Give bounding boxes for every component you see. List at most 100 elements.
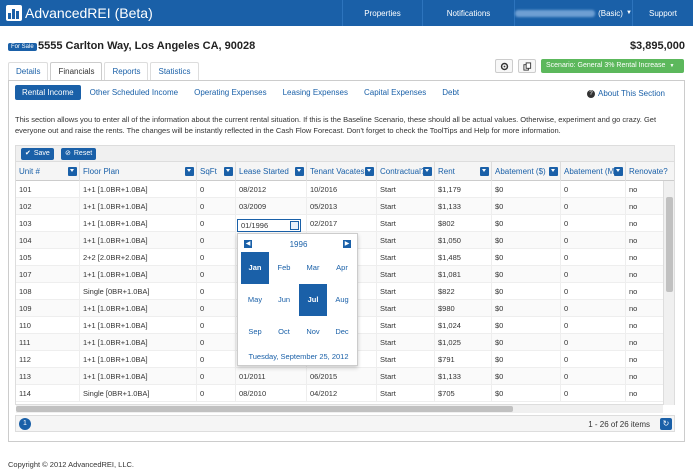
col-header-abatement-dollars[interactable]: Abatement ($) — [492, 162, 561, 181]
month-sep[interactable]: Sep — [248, 327, 262, 336]
cell-abatement-months[interactable]: 0 — [561, 283, 626, 300]
filter-icon[interactable] — [224, 167, 233, 176]
cell-tenant-vacates[interactable] — [307, 266, 377, 283]
page-1-button[interactable]: 1 — [19, 418, 31, 430]
cell-abatement-dollars[interactable]: $0 — [492, 351, 561, 368]
scroll-thumb[interactable] — [16, 406, 513, 412]
cell-tenant-vacates[interactable] — [307, 283, 377, 300]
cell-rent[interactable]: $802 — [435, 215, 492, 232]
cell-sqft[interactable]: 0 — [197, 300, 236, 317]
cell-lease-started[interactable]: 03/2009 — [236, 198, 307, 215]
calendar-year[interactable]: 1996 — [289, 240, 308, 249]
filter-icon[interactable] — [68, 167, 77, 176]
cell-floor-plan[interactable]: 1+1 [1.0BR+1.0BA] — [80, 198, 197, 215]
cell-tenant-vacates[interactable]: 04/2012 — [307, 385, 377, 402]
prev-year-arrow-icon[interactable]: ◀ — [244, 240, 252, 248]
cell-contractual[interactable]: Start — [377, 300, 435, 317]
cell-rent[interactable]: $1,133 — [435, 368, 492, 385]
subnav-leasing-expenses[interactable]: Leasing Expenses — [282, 88, 348, 97]
tab-reports[interactable]: Reports — [104, 62, 149, 80]
cell-renovate[interactable]: no — [626, 334, 664, 351]
cell-unit[interactable]: 108 — [16, 283, 80, 300]
table-row[interactable]: 101 1+1 [1.0BR+1.0BA] 0 08/2012 10/2016 Start… — [16, 181, 664, 198]
month-nov[interactable]: Nov — [306, 327, 320, 336]
cell-floor-plan[interactable]: Single [0BR+1.0BA] — [80, 385, 197, 402]
scenario-dropdown[interactable]: Scenario: General 3% Rental Increase ▼ — [541, 59, 684, 73]
cell-rent[interactable]: $1,024 — [435, 317, 492, 334]
calendar-today-link[interactable]: Tuesday, September 25, 2012 — [248, 352, 349, 361]
cell-unit[interactable]: 101 — [16, 181, 80, 198]
cell-abatement-months[interactable]: 0 — [561, 317, 626, 334]
cell-contractual[interactable]: Start — [377, 181, 435, 198]
tab-details[interactable]: Details — [8, 62, 49, 80]
cell-rent[interactable]: $1,133 — [435, 198, 492, 215]
cell-tenant-vacates[interactable] — [307, 334, 377, 351]
cell-abatement-dollars[interactable]: $0 — [492, 385, 561, 402]
cell-unit[interactable]: 105 — [16, 249, 80, 266]
month-jun[interactable]: Jun — [277, 295, 291, 304]
col-header-tenant-vacates[interactable]: Tenant Vacates — [307, 162, 377, 181]
cell-abatement-months[interactable]: 0 — [561, 368, 626, 385]
cell-contractual[interactable]: Start — [377, 351, 435, 368]
cell-sqft[interactable]: 0 — [197, 181, 236, 198]
col-header-contractual[interactable]: Contractual? — [377, 162, 435, 181]
cell-unit[interactable]: 110 — [16, 317, 80, 334]
cell-rent[interactable]: $1,050 — [435, 232, 492, 249]
cell-sqft[interactable]: 0 — [197, 317, 236, 334]
cell-abatement-dollars[interactable]: $0 — [492, 300, 561, 317]
month-apr[interactable]: Apr — [336, 263, 348, 272]
cell-floor-plan[interactable]: 1+1 [1.0BR+1.0BA] — [80, 215, 197, 232]
cell-renovate[interactable]: no — [626, 300, 664, 317]
cell-sqft[interactable]: 0 — [197, 351, 236, 368]
next-year-arrow-icon[interactable]: ▶ — [343, 240, 351, 248]
cell-lease-started[interactable]: 08/2012 — [236, 181, 307, 198]
cell-renovate[interactable]: no — [626, 198, 664, 215]
cell-contractual[interactable]: Start — [377, 215, 435, 232]
cell-unit[interactable]: 102 — [16, 198, 80, 215]
cell-tenant-vacates[interactable] — [307, 249, 377, 266]
cell-abatement-dollars[interactable]: $0 — [492, 317, 561, 334]
cell-tenant-vacates[interactable]: 06/2015 — [307, 368, 377, 385]
cell-unit[interactable]: 114 — [16, 385, 80, 402]
cell-unit[interactable]: 103 — [16, 215, 80, 232]
reset-button[interactable]: ⊘ Reset — [61, 148, 97, 160]
month-jan[interactable]: Jan — [241, 252, 269, 284]
cell-lease-started[interactable]: 08/2010 — [236, 385, 307, 402]
filter-icon[interactable] — [295, 167, 304, 176]
cell-rent[interactable]: $705 — [435, 385, 492, 402]
settings-button[interactable] — [495, 59, 513, 73]
cell-tenant-vacates[interactable]: 05/2013 — [307, 198, 377, 215]
cell-renovate[interactable]: no — [626, 181, 664, 198]
cell-abatement-dollars[interactable]: $0 — [492, 215, 561, 232]
cell-rent[interactable]: $1,025 — [435, 334, 492, 351]
month-may[interactable]: May — [247, 295, 263, 304]
cell-renovate[interactable]: no — [626, 266, 664, 283]
cell-rent[interactable]: $822 — [435, 283, 492, 300]
save-button[interactable]: ✔ Save — [21, 148, 54, 160]
cell-sqft[interactable]: 0 — [197, 283, 236, 300]
cell-unit[interactable]: 113 — [16, 368, 80, 385]
cell-abatement-months[interactable]: 0 — [561, 266, 626, 283]
filter-icon[interactable] — [185, 167, 194, 176]
subnav-operating-expenses[interactable]: Operating Expenses — [194, 88, 267, 97]
cell-sqft[interactable]: 0 — [197, 232, 236, 249]
cell-lease-started[interactable] — [236, 215, 307, 232]
month-aug[interactable]: Aug — [335, 295, 349, 304]
cell-sqft[interactable]: 0 — [197, 249, 236, 266]
table-row[interactable]: 113 1+1 [1.0BR+1.0BA] 0 01/2011 06/2015 Start… — [16, 368, 664, 385]
cell-lease-started[interactable]: 01/2011 — [236, 368, 307, 385]
calendar-icon[interactable] — [290, 221, 299, 230]
col-header-sqft[interactable]: SqFt — [197, 162, 236, 181]
refresh-icon[interactable]: ↻ — [660, 418, 672, 430]
cell-abatement-dollars[interactable]: $0 — [492, 249, 561, 266]
nav-properties[interactable]: Properties — [342, 0, 422, 26]
cell-contractual[interactable]: Start — [377, 266, 435, 283]
filter-icon[interactable] — [365, 167, 374, 176]
month-feb[interactable]: Feb — [277, 263, 291, 272]
cell-sqft[interactable]: 0 — [197, 334, 236, 351]
filter-icon[interactable] — [549, 167, 558, 176]
col-header-unit[interactable]: Unit # — [16, 162, 80, 181]
cell-unit[interactable]: 112 — [16, 351, 80, 368]
cell-rent[interactable]: $1,179 — [435, 181, 492, 198]
cell-floor-plan[interactable]: 1+1 [1.0BR+1.0BA] — [80, 351, 197, 368]
